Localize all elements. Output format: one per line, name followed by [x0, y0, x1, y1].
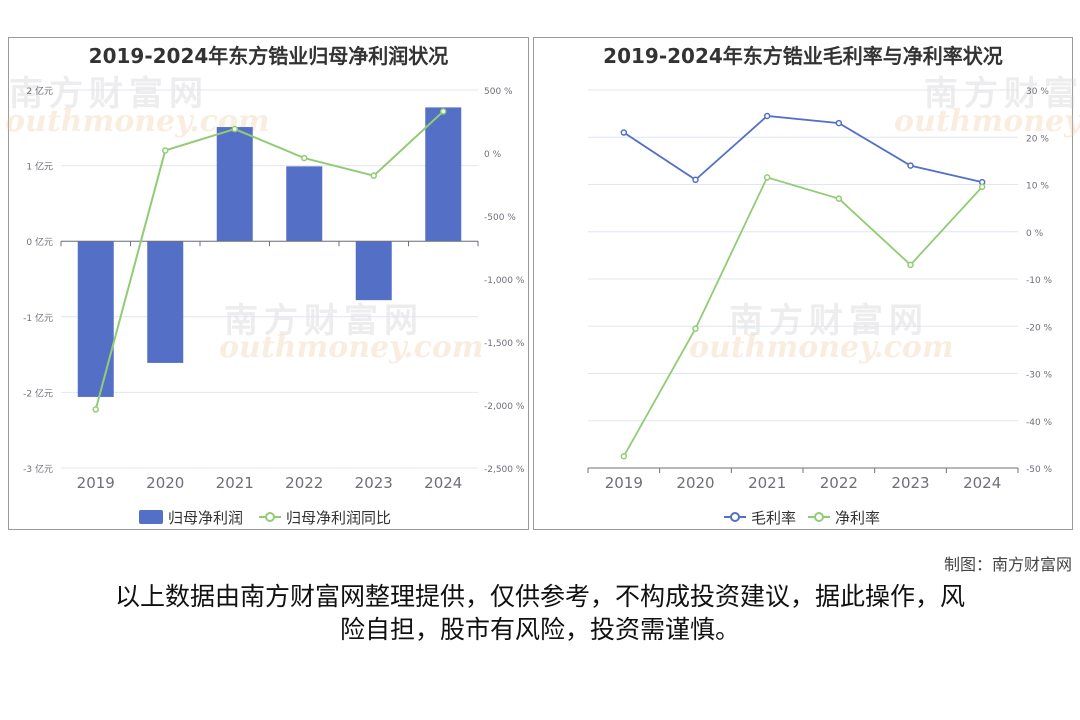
x-axis-tick-label: 2021: [748, 474, 786, 492]
series-line-gross-margin: [623, 115, 983, 184]
data-point: [907, 162, 914, 169]
data-point: [763, 112, 771, 120]
right-axis-tick-label: -30 %: [1026, 371, 1053, 381]
right-axis-tick-label: -10 %: [1026, 276, 1053, 286]
right-chart-plot: 30 % 20 % 10 % 0 % -10 % -20 % -30 % -40 % -50 %…: [587, 87, 1053, 527]
right-axis-tick-label: 10 %: [1026, 182, 1049, 192]
data-point: [370, 172, 377, 179]
legend-gross-marker: [730, 512, 740, 522]
bar: [77, 241, 114, 397]
right-chart-title: 2019-2024年东方锆业毛利率与净利率状况: [603, 44, 1003, 68]
legend-net-marker: [814, 512, 824, 522]
x-axis-tick-label: 2023: [355, 474, 393, 492]
x-axis-tick-label: 2022: [285, 474, 323, 492]
series-line-net-margin: [623, 176, 983, 457]
right-chart-panel: 2019-2024年东方锆业毛利率与净利率状况 南方财富网 outhmoney.…: [533, 37, 1080, 530]
bar: [147, 241, 184, 363]
left-chart-title: 2019-2024年东方锆业归母净利润状况: [88, 44, 449, 68]
right-axis-tick-label: 0 %: [1026, 229, 1044, 239]
data-point: [301, 154, 308, 162]
x-axis-tick-label: 2022: [820, 474, 858, 492]
bar: [425, 107, 462, 242]
x-axis-tick-label: 2021: [216, 474, 254, 492]
x-axis-tick-label: 2020: [676, 474, 714, 492]
left-axis-tick-label: 1 亿元: [26, 161, 53, 173]
bar: [355, 241, 392, 301]
left-chart-panel: 2019-2024年东方锆业归母净利润状况 南方财富网 outhmoney.co…: [5, 37, 529, 530]
left-axis-tick-label: -3 亿元: [23, 463, 53, 475]
data-point: [907, 261, 914, 269]
left-chart-plot: 2 亿元 1 亿元 0 亿元 -1 亿元 -2 亿元 -3 亿元 500 % 0 % -500 …: [23, 85, 525, 527]
disclaimer-line: 以上数据由南方财富网整理提供，仅供参考，不构成投资建议，据此操作，风: [114, 582, 965, 611]
legend-line-label: 归母净利润同比: [286, 509, 391, 527]
disclaimer: 以上数据由南方财富网整理提供，仅供参考，不构成投资建议，据此操作，风 险自担，股…: [60, 580, 1020, 646]
legend-gross-label: 毛利率: [751, 509, 796, 527]
right-axis-tick-label: -500 %: [484, 213, 516, 223]
data-point: [692, 176, 699, 184]
right-axis-tick-label: -50 %: [1026, 465, 1053, 475]
right-axis-tick-label: -20 %: [1026, 323, 1053, 333]
data-point: [162, 147, 169, 154]
bar: [216, 127, 253, 242]
right-axis-tick-label: 20 %: [1026, 134, 1049, 144]
x-axis-tick-label: 2024: [963, 474, 1001, 492]
x-axis-tick-label: 2019: [605, 474, 643, 492]
right-axis-tick-label: -2,000 %: [484, 402, 525, 412]
right-axis-tick-label: 0 %: [484, 150, 502, 160]
right-axis-tick-label: 500 %: [484, 87, 513, 97]
x-axis-tick-label: 2024: [424, 474, 462, 492]
right-axis-tick-label: -1,000 %: [484, 276, 525, 286]
left-axis-tick-label: 2 亿元: [26, 85, 53, 97]
left-axis-tick-label: -1 亿元: [23, 312, 53, 324]
disclaimer-line: 险自担，股市有风险，投资需谨慎。: [339, 615, 740, 644]
data-point: [835, 119, 843, 127]
data-point: [692, 325, 699, 332]
left-axis-tick-label: -2 亿元: [23, 387, 53, 399]
x-axis-tick-label: 2023: [891, 474, 929, 492]
x-axis-tick-label: 2019: [77, 474, 115, 492]
right-axis-tick-label: -1,500 %: [484, 339, 525, 349]
data-point: [231, 125, 238, 133]
legend-net-label: 净利率: [835, 509, 880, 527]
data-point: [835, 195, 843, 202]
right-axis-tick-label: -2,500 %: [484, 465, 525, 475]
series-line-yoy: [94, 110, 444, 410]
data-point: [92, 406, 99, 413]
right-axis-tick-label: -40 %: [1026, 418, 1053, 428]
legend-line-marker: [265, 512, 275, 522]
legend-bar-swatch: [139, 510, 163, 524]
left-axis-tick-label: 0 亿元: [26, 236, 53, 248]
legend-bar-label: 归母净利润: [168, 509, 243, 527]
bar: [286, 166, 323, 242]
right-axis-tick-label: 30 %: [1026, 87, 1049, 97]
data-point: [978, 183, 986, 191]
data-point: [440, 108, 447, 115]
data-point: [620, 452, 628, 460]
data-point: [620, 129, 628, 136]
x-axis-tick-label: 2020: [146, 474, 184, 492]
chart-credit: 制图：南方财富网: [943, 555, 1072, 574]
data-point: [763, 174, 771, 181]
